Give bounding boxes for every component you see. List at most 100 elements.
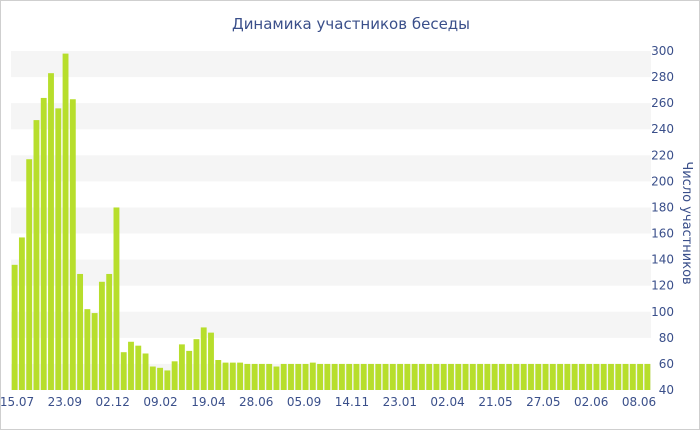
bar[interactable] bbox=[382, 363, 389, 390]
bar[interactable] bbox=[91, 313, 98, 390]
bar[interactable] bbox=[128, 341, 134, 390]
bar[interactable] bbox=[33, 120, 40, 390]
y-tick-label: 300 bbox=[651, 44, 674, 58]
bar[interactable] bbox=[324, 363, 331, 390]
bar[interactable] bbox=[360, 363, 367, 390]
bar[interactable] bbox=[309, 362, 316, 390]
bar[interactable] bbox=[498, 363, 505, 390]
bar[interactable] bbox=[644, 363, 651, 390]
bar[interactable] bbox=[164, 370, 171, 390]
bar[interactable] bbox=[542, 363, 549, 390]
bar[interactable] bbox=[346, 363, 353, 390]
bar[interactable] bbox=[149, 366, 156, 390]
bar[interactable] bbox=[389, 363, 396, 390]
bar[interactable] bbox=[62, 53, 69, 391]
bar[interactable] bbox=[302, 363, 309, 390]
bar[interactable] bbox=[229, 362, 236, 390]
x-axis-ticks: 15.07 23.09 02.12 09.02 19.04 28.06 05.09 14.11… bbox=[1, 395, 656, 409]
bar[interactable] bbox=[273, 366, 280, 390]
bar[interactable] bbox=[411, 363, 418, 390]
bar[interactable] bbox=[622, 363, 629, 390]
bar[interactable] bbox=[491, 363, 498, 390]
bar[interactable] bbox=[615, 363, 622, 390]
x-tick-label: 23.09 bbox=[48, 395, 82, 409]
bar[interactable] bbox=[338, 363, 345, 390]
bar-series bbox=[11, 53, 651, 391]
bar[interactable] bbox=[629, 363, 636, 390]
bar[interactable] bbox=[462, 363, 469, 390]
bar[interactable] bbox=[135, 345, 142, 390]
x-tick-label: 19.04 bbox=[191, 395, 225, 409]
bar[interactable] bbox=[258, 363, 265, 390]
bar[interactable] bbox=[397, 363, 404, 390]
bar[interactable] bbox=[171, 361, 178, 390]
bar[interactable] bbox=[433, 363, 440, 390]
grid-band bbox=[11, 103, 651, 130]
y-tick-label: 240 bbox=[651, 122, 674, 136]
y-tick-label: 280 bbox=[651, 70, 674, 84]
bar[interactable] bbox=[528, 363, 534, 390]
bar[interactable] bbox=[48, 73, 54, 391]
bar[interactable] bbox=[637, 363, 644, 390]
bar[interactable] bbox=[477, 363, 484, 390]
bar[interactable] bbox=[18, 237, 25, 390]
bar[interactable] bbox=[237, 362, 244, 390]
bar[interactable] bbox=[513, 363, 520, 390]
bar[interactable] bbox=[535, 363, 542, 390]
bar[interactable] bbox=[520, 363, 527, 390]
bar[interactable] bbox=[120, 352, 127, 390]
bar[interactable] bbox=[288, 363, 294, 390]
bar[interactable] bbox=[571, 363, 578, 390]
bar[interactable] bbox=[586, 363, 593, 390]
bar[interactable] bbox=[193, 339, 200, 390]
bar[interactable] bbox=[26, 159, 33, 390]
bar[interactable] bbox=[40, 97, 47, 390]
bar[interactable] bbox=[353, 363, 360, 390]
bar[interactable] bbox=[157, 367, 164, 390]
bar[interactable] bbox=[469, 363, 476, 390]
bar[interactable] bbox=[368, 363, 374, 390]
bar[interactable] bbox=[455, 363, 462, 390]
bar[interactable] bbox=[440, 363, 447, 390]
bar[interactable] bbox=[404, 363, 411, 390]
y-tick-label: 220 bbox=[651, 148, 674, 162]
bar[interactable] bbox=[178, 344, 185, 390]
bar[interactable] bbox=[222, 362, 229, 390]
x-tick-label: 21.05 bbox=[478, 395, 512, 409]
bar[interactable] bbox=[84, 309, 91, 390]
bar[interactable] bbox=[578, 363, 585, 390]
bar[interactable] bbox=[426, 363, 433, 390]
bar[interactable] bbox=[251, 363, 258, 390]
bar[interactable] bbox=[215, 360, 222, 390]
bar[interactable] bbox=[266, 363, 273, 390]
bar[interactable] bbox=[69, 99, 76, 391]
bar[interactable] bbox=[200, 327, 207, 390]
bar[interactable] bbox=[113, 207, 120, 390]
bar[interactable] bbox=[557, 363, 564, 390]
bar[interactable] bbox=[331, 363, 338, 390]
bar[interactable] bbox=[244, 363, 251, 390]
bar[interactable] bbox=[375, 363, 382, 390]
bar[interactable] bbox=[186, 350, 193, 390]
bar[interactable] bbox=[142, 353, 149, 390]
bar[interactable] bbox=[98, 281, 105, 390]
bar[interactable] bbox=[484, 363, 491, 390]
y-axis-title: Число участников bbox=[679, 161, 694, 284]
bar[interactable] bbox=[506, 363, 513, 390]
bar[interactable] bbox=[280, 363, 287, 390]
bar[interactable] bbox=[11, 264, 18, 390]
bar[interactable] bbox=[448, 363, 454, 390]
bar[interactable] bbox=[106, 273, 113, 390]
bar[interactable] bbox=[77, 273, 84, 390]
bar[interactable] bbox=[208, 332, 214, 390]
bar[interactable] bbox=[418, 363, 425, 390]
bar[interactable] bbox=[55, 108, 62, 391]
bar[interactable] bbox=[564, 363, 571, 390]
bar[interactable] bbox=[549, 363, 556, 390]
bar[interactable] bbox=[295, 363, 302, 390]
bar[interactable] bbox=[608, 363, 614, 390]
bar[interactable] bbox=[593, 363, 600, 390]
bar[interactable] bbox=[317, 363, 324, 390]
bar[interactable] bbox=[600, 363, 607, 390]
